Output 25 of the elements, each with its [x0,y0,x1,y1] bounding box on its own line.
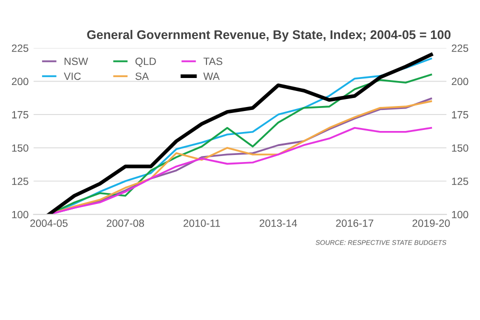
y-tick-label: 100 [12,210,28,218]
x-tick-label: 2019-20 [412,220,450,227]
y2-tick-label: 150 [452,144,468,152]
y2-tick-label: 125 [452,178,468,185]
legend-label: QLD [135,58,156,67]
legend-label: VIC [64,72,81,80]
y-tick-label: 150 [12,144,28,152]
x-tick-label: 2016-17 [336,220,374,227]
legend-label: SA [135,72,149,80]
x-tick-label: 2010-11 [184,220,220,227]
y2-tick-label: 200 [452,78,468,86]
chart-title: General Government Revenue, By State, Index; 2004-05 = 100 [87,30,450,42]
legend-label: TAS [204,58,222,66]
legend-label: NSW [64,58,88,66]
y2-tick-label: 175 [452,111,468,118]
y-tick-label: 125 [12,178,28,185]
y2-tick-label: 100 [452,210,468,218]
y2-tick-label: 225 [452,44,468,52]
x-tick-label: 2004-05 [30,220,68,227]
y-tick-label: 175 [12,111,28,118]
y-tick-label: 225 [12,44,28,52]
legend-label: WA [203,72,220,80]
y-tick-label: 200 [12,78,28,86]
x-tick-label: 2013-14 [260,220,298,227]
x-tick-label: 2007-08 [106,220,144,227]
